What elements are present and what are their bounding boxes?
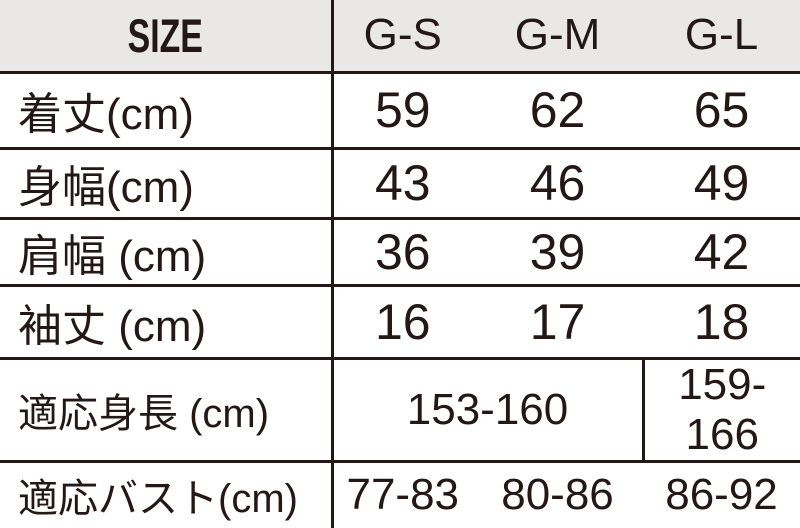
column-header-g-s: G-S — [330, 0, 472, 74]
cell-value: 80-86 — [501, 470, 614, 520]
cell-value: 77-83 — [330, 461, 472, 528]
column-header-g-l: G-L — [643, 0, 800, 74]
row-label-sleeve-length: 袖丈 (cm) — [0, 285, 332, 360]
size-corner-header: SIZE — [0, 0, 332, 74]
table-row: 着丈(cm) 59 62 65 — [0, 72, 800, 150]
table-row: 袖丈 (cm) 16 17 18 — [0, 285, 800, 360]
cell-value: 49 — [643, 148, 800, 220]
cell-value: 16 — [330, 285, 472, 360]
row-label-bust-range: 適応バスト(cm) — [18, 477, 298, 522]
cell-value: 42 — [643, 218, 800, 287]
cell-value: 59 — [330, 72, 472, 150]
cell-value: 86-92 — [665, 470, 778, 520]
table-row: 適応身長 (cm) 153-160 159-166 — [0, 358, 800, 463]
row-label-body-length: 着丈(cm) — [0, 72, 332, 150]
cell-value: 46 — [472, 148, 643, 220]
cell-value: 18 — [643, 285, 800, 360]
row-label-body-width: 身幅(cm) — [0, 148, 332, 220]
row-label-shoulder-width: 肩幅 (cm) — [0, 218, 332, 287]
cell-value: 36 — [330, 218, 472, 287]
row-label-height-range: 適応身長 (cm) — [0, 358, 332, 463]
cell-value: 65 — [643, 72, 800, 150]
header-row: SIZE G-S G-M G-L — [0, 0, 800, 74]
table-row: 肩幅 (cm) 36 39 42 — [0, 218, 800, 287]
cell-value: 62 — [472, 72, 643, 150]
cell-value: 159-166 — [641, 358, 800, 463]
cell-value: 153-160 — [330, 358, 643, 463]
table-row: 身幅(cm) 43 46 49 — [0, 148, 800, 220]
table-row: 適応バスト(cm) 77-83 80-86 86-92 — [0, 461, 800, 528]
cell-value: 17 — [472, 285, 643, 360]
cell-value: 39 — [472, 218, 643, 287]
cell-value: 43 — [330, 148, 472, 220]
column-header-g-m: G-M — [472, 0, 643, 74]
size-corner-label: SIZE — [127, 8, 203, 62]
